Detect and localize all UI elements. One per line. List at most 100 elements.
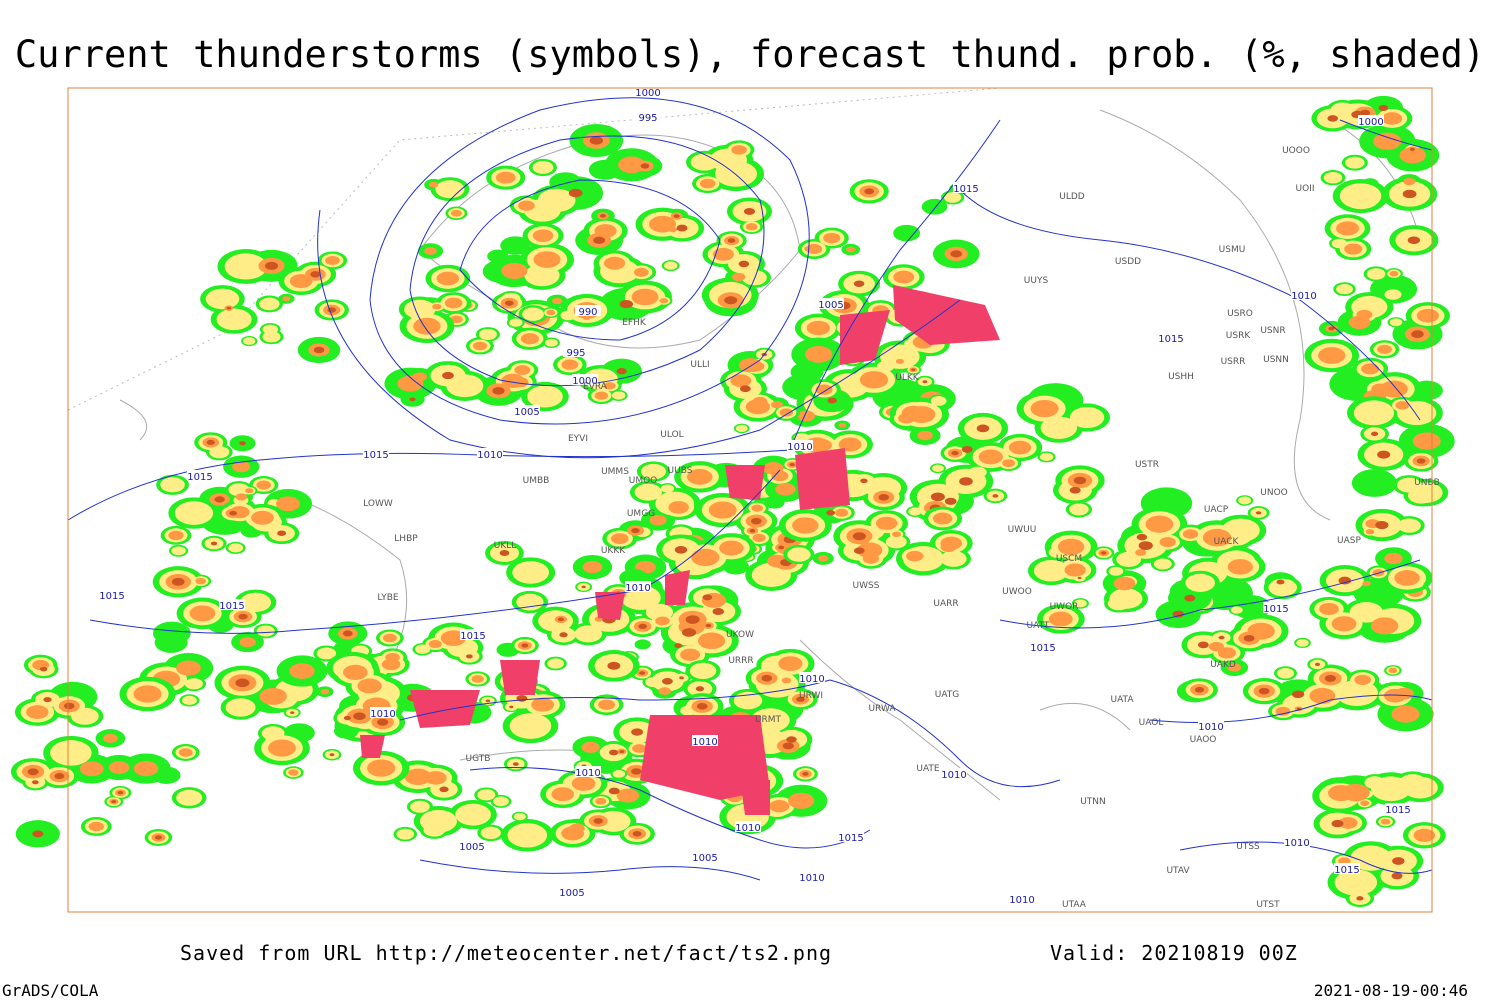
shade-cell	[276, 496, 301, 512]
isobar-label-bg	[99, 589, 125, 600]
station-label: UWOR	[1050, 602, 1079, 612]
shade-cell	[1403, 177, 1416, 186]
station-label: UASP	[1337, 536, 1361, 546]
shade-cell	[782, 742, 794, 750]
shade-cell	[487, 249, 509, 263]
shade-cell	[259, 687, 287, 705]
shade-cell	[775, 483, 796, 496]
shade-cell	[681, 628, 697, 637]
station-label: ULLI	[690, 360, 709, 370]
shade-cell	[1135, 549, 1147, 556]
shade-cell	[313, 346, 325, 354]
shade-cell	[859, 371, 889, 389]
shade-cell	[1384, 289, 1402, 300]
shade-cell	[239, 441, 246, 446]
shade-cell	[514, 365, 531, 375]
shade-cell	[1416, 308, 1439, 323]
isobar-label: 1015	[187, 472, 212, 483]
shade-cell	[1292, 690, 1305, 699]
shade-cell	[1069, 406, 1105, 429]
shade-cell	[1362, 580, 1371, 587]
isobar-label-bg	[460, 629, 486, 640]
shade-cell	[1371, 383, 1390, 395]
shade-cell	[1399, 147, 1426, 164]
shade-cell	[1381, 112, 1403, 125]
shade-cell	[39, 666, 48, 672]
shade-cell	[516, 695, 528, 702]
shade-cell	[640, 163, 650, 169]
shade-cell	[864, 188, 875, 195]
shade-cell	[1140, 487, 1193, 520]
shade-cell	[108, 761, 130, 774]
shade-cell	[761, 674, 773, 682]
shade-cell	[495, 171, 516, 184]
shade-cell	[1378, 104, 1389, 111]
shade-cell	[561, 359, 579, 370]
isobar-label-bg	[514, 405, 540, 416]
shade-cell	[860, 478, 868, 484]
isobar-label-bg	[953, 182, 979, 193]
shade-cell	[733, 691, 763, 710]
shade-cell	[1389, 318, 1403, 327]
station-label: USRO	[1227, 309, 1253, 319]
shade-cell	[102, 733, 118, 743]
shade-cell	[559, 632, 568, 638]
shade-cell	[940, 536, 962, 550]
shade-cell	[440, 630, 467, 646]
shade-cell	[745, 223, 758, 231]
shade-cell	[63, 702, 75, 710]
shade-cell	[1338, 817, 1358, 829]
shade-cell	[412, 372, 427, 382]
isobar-label-bg	[635, 111, 661, 122]
station-label: URWA	[868, 704, 896, 714]
shade-cell	[708, 501, 737, 519]
shade-cell	[195, 577, 206, 585]
shade-cell	[1336, 221, 1359, 236]
shade-cell	[357, 678, 382, 694]
isobar-label: 1010	[799, 873, 824, 884]
shade-cell	[228, 543, 244, 553]
isobar-label: 1000	[635, 88, 660, 99]
shade-cell	[1371, 431, 1379, 437]
map-frame	[67, 87, 1433, 913]
isobar-label: 990	[578, 307, 597, 318]
isobar-label-bg	[692, 851, 718, 862]
shade-cell	[1074, 599, 1087, 608]
isobar-label-bg	[1334, 863, 1360, 874]
shade-cell	[262, 331, 281, 343]
shade-cell	[659, 298, 669, 304]
station-label: UOII	[1296, 184, 1315, 194]
shade-cell	[571, 776, 596, 791]
shade-cell	[229, 510, 237, 516]
shade-cell	[522, 307, 544, 321]
shade-cell	[225, 698, 256, 717]
station-label: EYVI	[568, 434, 588, 444]
station-label: UACP	[1204, 505, 1229, 515]
station-label: LHBP	[394, 534, 418, 544]
shade-cell	[289, 663, 315, 679]
isobar-label-bg	[625, 581, 651, 592]
shade-cell	[574, 625, 603, 643]
shade-cell	[1338, 576, 1352, 585]
shade-cell	[916, 407, 928, 415]
shade-cell	[43, 697, 52, 703]
credit: GrADS/COLA	[2, 981, 99, 1000]
shade-cell	[1409, 147, 1415, 151]
shade-cell	[730, 374, 752, 388]
shade-cell	[804, 345, 833, 363]
shade-cell	[1172, 610, 1184, 618]
shade-cell	[1153, 558, 1172, 570]
station-label: UARR	[933, 599, 958, 609]
shade-cell	[1377, 344, 1392, 354]
station-label: UTAV	[1166, 866, 1190, 876]
shade-cell	[238, 613, 248, 620]
shade-cell	[992, 494, 999, 498]
shade-cell	[1356, 309, 1373, 320]
shade-cell	[325, 255, 340, 265]
isobar-label-bg	[1030, 641, 1056, 652]
shade-cell	[1361, 363, 1380, 375]
station-label: UTSS	[1236, 842, 1260, 852]
station-label: USCM	[1056, 554, 1082, 564]
shade-cell	[320, 689, 330, 695]
shade-cell	[702, 594, 713, 601]
